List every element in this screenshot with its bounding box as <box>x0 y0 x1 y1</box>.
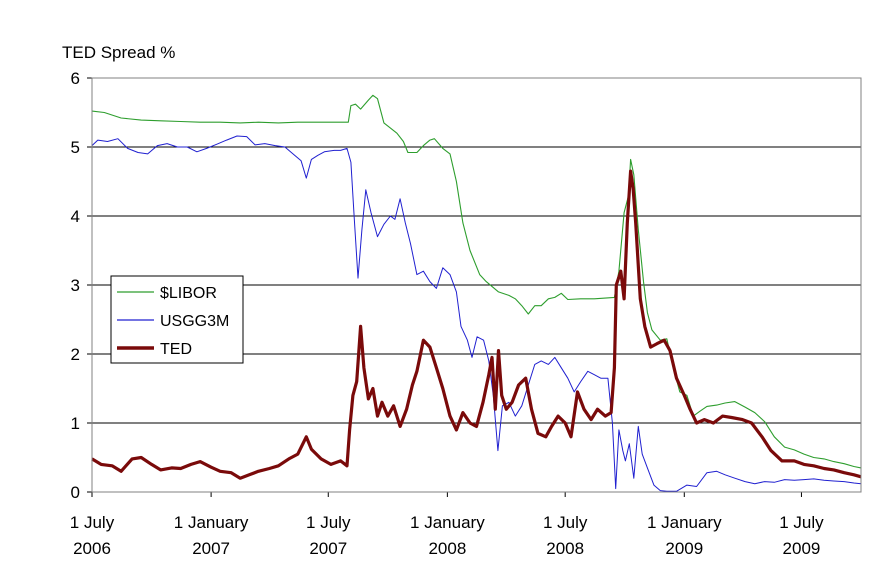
legend-label-libor: $LIBOR <box>160 285 217 302</box>
y-tick-label: 1 <box>71 414 80 433</box>
x-tick-label-line1: 1 July <box>306 513 351 532</box>
plot-frame <box>91 77 862 493</box>
series-line-ted <box>91 169 862 480</box>
series-line-usgg3m <box>91 135 862 492</box>
x-tick-label-line2: 2007 <box>192 539 230 558</box>
x-tick-label-line2: 2009 <box>665 539 703 558</box>
x-tick-label-line2: 2009 <box>783 539 821 558</box>
chart-title: TED Spread % <box>62 43 175 62</box>
x-tick-label-line1: 1 July <box>543 513 588 532</box>
x-tick-label-line2: 2008 <box>546 539 584 558</box>
x-tick-label-line1: 1 January <box>647 513 722 532</box>
legend-label-ted: TED <box>160 341 192 358</box>
y-tick-label: 2 <box>71 345 80 364</box>
y-tick-label: 3 <box>71 276 80 295</box>
series-line-libor <box>91 94 862 469</box>
gridlines <box>92 77 861 424</box>
y-tick-label: 5 <box>71 138 80 157</box>
series-lines <box>91 94 862 492</box>
legend-label-usgg3m: USGG3M <box>160 313 229 330</box>
x-tick-label-line1: 1 July <box>70 513 115 532</box>
x-tick-label-line1: 1 January <box>410 513 485 532</box>
y-tick-label: 0 <box>71 483 80 502</box>
y-tick-label: 6 <box>71 69 80 88</box>
x-tick-label-line2: 2006 <box>73 539 111 558</box>
y-tick-label: 4 <box>71 207 80 226</box>
legend: $LIBOR USGG3M TED <box>110 275 244 364</box>
x-tick-label-line1: 1 July <box>779 513 824 532</box>
y-axis-ticks: 0 1 2 3 4 5 6 <box>71 69 92 502</box>
x-tick-label-line1: 1 January <box>174 513 249 532</box>
x-tick-label-line2: 2008 <box>428 539 466 558</box>
x-axis-ticks: 1 July 2006 1 January 2007 1 July 2007 1 Janua… <box>70 492 824 558</box>
x-tick-label-line2: 2007 <box>309 539 347 558</box>
